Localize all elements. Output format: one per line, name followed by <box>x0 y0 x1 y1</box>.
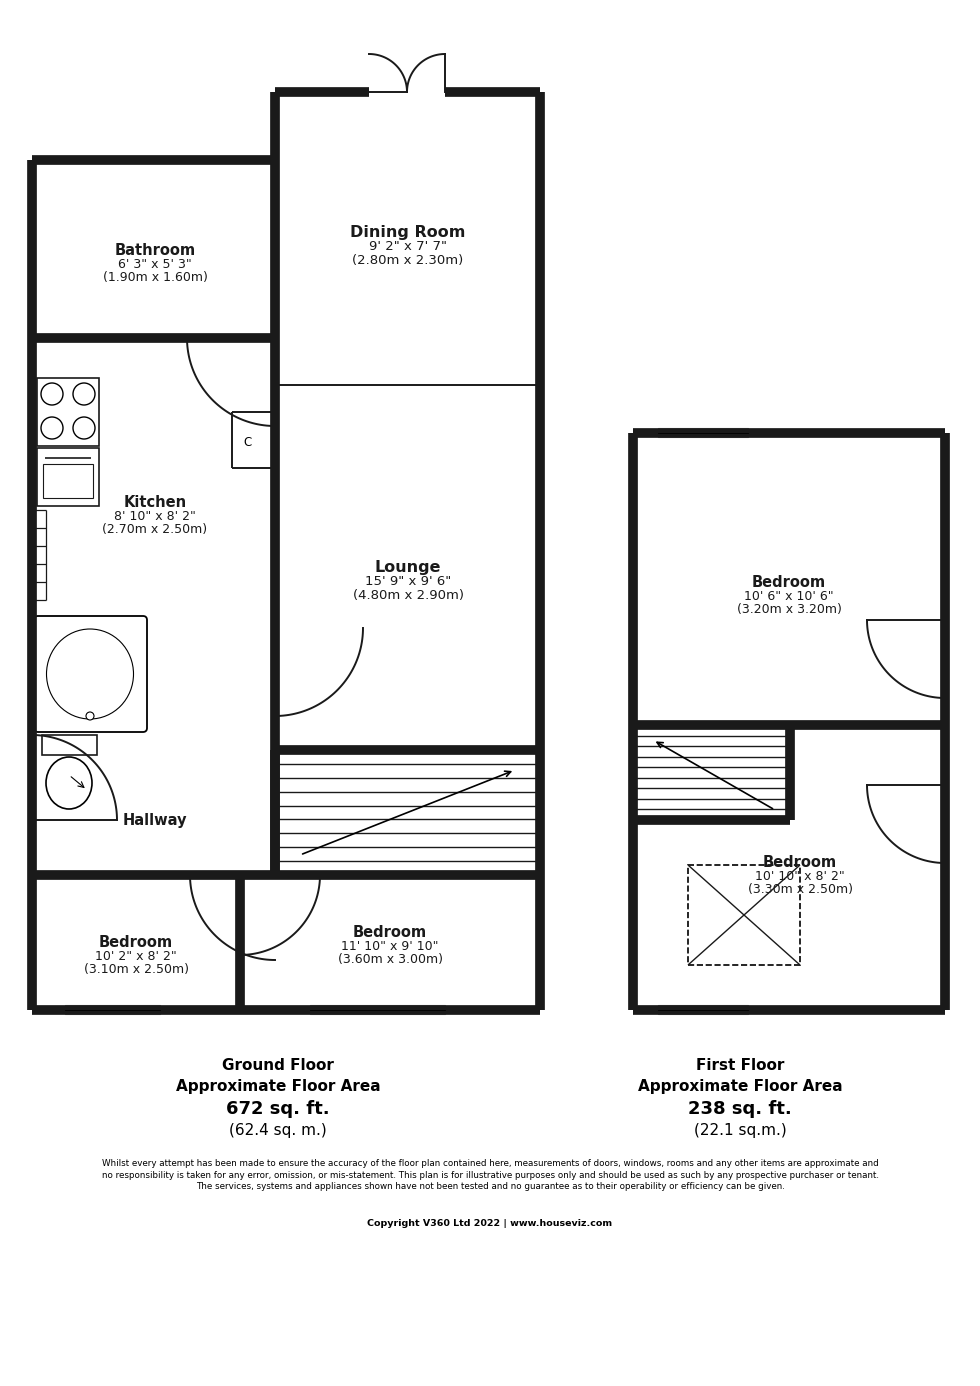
Text: (2.80m x 2.30m): (2.80m x 2.30m) <box>353 254 464 266</box>
Text: Ground Floor: Ground Floor <box>222 1058 334 1073</box>
Text: 9' 2" x 7' 7": 9' 2" x 7' 7" <box>369 240 447 254</box>
Bar <box>65 1005 160 1015</box>
Text: (22.1 sq.m.): (22.1 sq.m.) <box>694 1124 786 1138</box>
Text: Bedroom: Bedroom <box>752 575 826 590</box>
Text: 8' 10" x 8' 2": 8' 10" x 8' 2" <box>114 510 196 523</box>
Bar <box>658 428 748 437</box>
Text: 15' 9" x 9' 6": 15' 9" x 9' 6" <box>365 575 451 588</box>
Text: Copyright V360 Ltd 2022 | www.houseviz.com: Copyright V360 Ltd 2022 | www.houseviz.c… <box>368 1218 612 1228</box>
Bar <box>688 865 800 965</box>
Text: C: C <box>243 437 251 449</box>
Bar <box>310 1005 445 1015</box>
Text: (1.90m x 1.60m): (1.90m x 1.60m) <box>103 272 208 284</box>
Text: (3.10m x 2.50m): (3.10m x 2.50m) <box>83 963 188 976</box>
Text: Hallway: Hallway <box>122 812 187 827</box>
Text: (3.30m x 2.50m): (3.30m x 2.50m) <box>748 883 853 897</box>
Bar <box>37 448 99 506</box>
Text: 10' 10" x 8' 2": 10' 10" x 8' 2" <box>756 870 845 883</box>
FancyBboxPatch shape <box>34 615 147 732</box>
Bar <box>658 1005 748 1015</box>
Bar <box>43 464 93 498</box>
Circle shape <box>86 712 94 719</box>
Text: (3.20m x 3.20m): (3.20m x 3.20m) <box>737 603 842 615</box>
Text: 672 sq. ft.: 672 sq. ft. <box>226 1100 330 1119</box>
Text: Bedroom: Bedroom <box>353 924 427 940</box>
Text: 11' 10" x 9' 10": 11' 10" x 9' 10" <box>341 940 439 954</box>
Text: Approximate Floor Area: Approximate Floor Area <box>175 1080 380 1095</box>
Text: 10' 6" x 10' 6": 10' 6" x 10' 6" <box>744 590 834 603</box>
Text: Bedroom: Bedroom <box>99 936 173 949</box>
Text: (4.80m x 2.90m): (4.80m x 2.90m) <box>353 589 464 602</box>
Text: Lounge: Lounge <box>374 560 441 575</box>
Text: Approximate Floor Area: Approximate Floor Area <box>638 1080 843 1095</box>
Text: 238 sq. ft.: 238 sq. ft. <box>688 1100 792 1119</box>
Text: 6' 3" x 5' 3": 6' 3" x 5' 3" <box>119 258 192 272</box>
Text: Dining Room: Dining Room <box>350 225 465 240</box>
Bar <box>42 735 97 755</box>
Text: (62.4 sq. m.): (62.4 sq. m.) <box>229 1124 327 1138</box>
Text: Whilst every attempt has been made to ensure the accuracy of the floor plan cont: Whilst every attempt has been made to en… <box>102 1159 878 1192</box>
Text: (2.70m x 2.50m): (2.70m x 2.50m) <box>103 523 208 536</box>
Text: Kitchen: Kitchen <box>123 495 186 510</box>
Text: Bathroom: Bathroom <box>115 243 196 258</box>
Text: Bedroom: Bedroom <box>763 855 837 870</box>
Text: First Floor: First Floor <box>696 1058 784 1073</box>
Text: (3.60m x 3.00m): (3.60m x 3.00m) <box>337 954 443 966</box>
Bar <box>37 378 99 446</box>
Text: 10' 2" x 8' 2": 10' 2" x 8' 2" <box>95 949 176 963</box>
